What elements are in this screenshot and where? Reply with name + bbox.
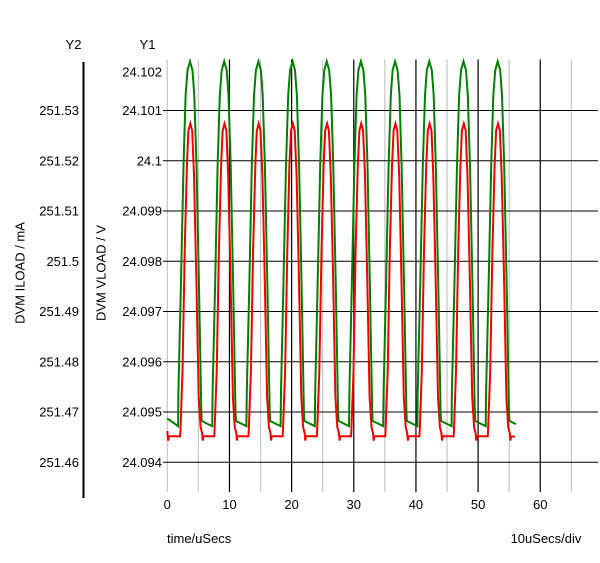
x-tick-label: 20: [284, 497, 298, 512]
y2-tick-label: 251.53: [39, 103, 79, 118]
waveform-dvm-iload: [166, 119, 516, 441]
y1-axis-title: Y1: [140, 37, 156, 52]
series-layer: [166, 57, 517, 441]
waveform-dvm-vload: [166, 57, 517, 429]
y2-tick-label: 251.48: [39, 354, 79, 369]
x-tick-label: 0: [164, 497, 171, 512]
y1-tick-label: 24.098: [122, 254, 162, 269]
y2-tick-label: 251.46: [39, 455, 79, 470]
y2-axis-unit-label: DVM ILOAD / mA: [13, 222, 28, 324]
y2-tick-label: 251.47: [39, 405, 79, 420]
y1-tick-label: 24.097: [122, 304, 162, 319]
y2-axis-title: Y2: [66, 37, 82, 52]
y1-tick-label: 24.1: [137, 153, 162, 168]
x-tick-label: 30: [347, 497, 361, 512]
tick-label-layer: 24.102 24.101 24.1 24.099 24.098 24.097 24.096…: [39, 65, 547, 513]
y1-tick-label: 24.094: [122, 455, 162, 470]
y1-tick-label: 24.099: [122, 204, 162, 219]
y1-tick-label: 24.095: [122, 405, 162, 420]
y1-tick-label: 24.102: [122, 65, 162, 80]
y2-tick-label: 251.5: [46, 254, 79, 269]
grid-layer: [163, 59, 598, 492]
y2-tick-label: 251.51: [39, 204, 79, 219]
x-tick-label: 50: [471, 497, 485, 512]
y1-tick-label: 24.101: [122, 103, 162, 118]
y1-axis-unit-label: DVM VLOAD / V: [94, 225, 109, 321]
x-tick-label: 40: [409, 497, 423, 512]
x-axis-unit-label: time/uSecs: [167, 531, 232, 546]
y2-tick-label: 251.52: [39, 153, 79, 168]
x-tick-label: 60: [533, 497, 547, 512]
x-axis-scale-label: 10uSecs/div: [511, 531, 582, 546]
y1-tick-label: 24.096: [122, 354, 162, 369]
y2-tick-label: 251.49: [39, 304, 79, 319]
x-tick-label: 10: [222, 497, 236, 512]
